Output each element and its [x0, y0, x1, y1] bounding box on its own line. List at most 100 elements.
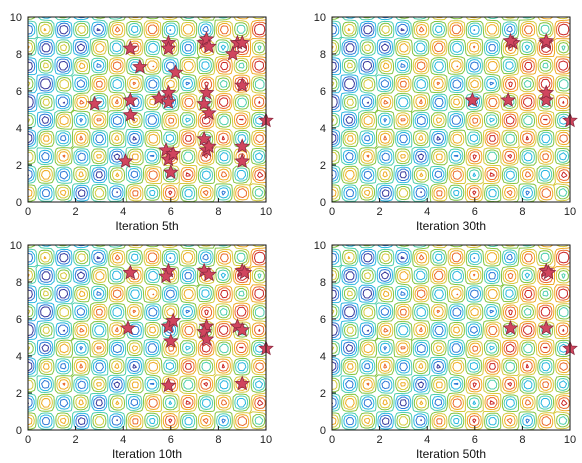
star-marker — [165, 145, 182, 161]
y-tick-label: 4 — [16, 351, 22, 363]
star-marker — [234, 375, 251, 391]
star-marker — [158, 268, 174, 284]
y-axis: 0 2 4 6 8 10 — [314, 240, 336, 437]
marker-series — [120, 262, 274, 393]
contour-line — [28, 245, 264, 430]
contour-line — [332, 245, 570, 430]
star-marker — [224, 45, 241, 61]
contour-line — [332, 17, 530, 200]
contour-line — [332, 253, 441, 426]
y-axis: 0 2 4 6 8 10 — [314, 12, 336, 209]
axes-frame — [331, 16, 571, 203]
y-tick-label: 10 — [314, 240, 326, 252]
star-marker — [538, 91, 555, 107]
star-marker — [538, 32, 555, 48]
contour-line — [28, 17, 264, 202]
y-tick-label: 2 — [320, 160, 326, 172]
contour-line — [332, 17, 570, 202]
contour-line — [332, 245, 570, 430]
contour-line — [366, 249, 570, 427]
x-tick-label: 10 — [260, 206, 272, 218]
star-marker — [120, 319, 136, 335]
y-tick-label: 0 — [16, 197, 22, 209]
star-marker — [500, 91, 516, 107]
axes-frame — [331, 244, 571, 431]
y-tick-label: 6 — [16, 86, 22, 98]
x-tick-label: 0 — [25, 434, 31, 446]
contour-line — [366, 21, 570, 199]
star-marker — [234, 34, 251, 50]
x-tick-label: 4 — [120, 434, 126, 446]
marker-series — [86, 30, 274, 180]
y-tick-label: 8 — [320, 49, 326, 61]
contour-line — [332, 25, 441, 198]
chart-caption: Iteration 10th — [112, 447, 182, 461]
y-tick-label: 8 — [16, 277, 22, 289]
x-tick-label: 8 — [215, 206, 221, 218]
star-marker — [464, 91, 481, 107]
x-tick-label: 2 — [377, 206, 383, 218]
star-marker — [540, 264, 557, 280]
chart-panel: 0 2 4 6 8 10 0 2 4 6 8 10 Iteration 5th — [10, 12, 274, 233]
star-marker — [538, 84, 555, 100]
x-tick-label: 0 — [329, 206, 335, 218]
star-marker — [160, 93, 177, 109]
x-tick-label: 2 — [73, 206, 79, 218]
chart-caption: Iteration 30th — [416, 219, 486, 233]
x-axis: 0 2 4 6 8 10 — [329, 198, 576, 218]
y-tick-label: 0 — [16, 425, 22, 437]
x-tick-label: 2 — [377, 434, 383, 446]
contour-line — [332, 17, 568, 202]
y-tick-label: 0 — [320, 197, 326, 209]
y-tick-label: 6 — [320, 86, 326, 98]
y-axis: 0 2 4 6 8 10 — [10, 12, 32, 209]
star-marker — [122, 40, 139, 56]
contour-line — [332, 245, 530, 428]
x-tick-label: 4 — [424, 206, 430, 218]
star-marker — [198, 331, 215, 347]
x-tick-label: 8 — [215, 434, 221, 446]
chart-panel: 0 2 4 6 8 10 0 2 4 6 8 10 Iteration 50th — [314, 240, 578, 461]
y-tick-label: 4 — [320, 123, 326, 135]
y-tick-label: 10 — [10, 240, 22, 252]
axes-frame — [27, 16, 267, 203]
chart-caption: Iteration 50th — [416, 447, 486, 461]
star-marker — [236, 264, 253, 280]
x-tick-label: 8 — [519, 206, 525, 218]
star-marker — [162, 164, 179, 180]
star-marker — [538, 319, 555, 335]
star-marker — [167, 64, 184, 80]
star-marker — [502, 319, 519, 335]
contour-line — [332, 245, 570, 430]
x-tick-label: 10 — [260, 434, 272, 446]
axes-frame — [27, 244, 267, 431]
x-axis: 0 2 4 6 8 10 — [25, 198, 272, 218]
contour-line — [28, 245, 266, 430]
star-marker — [122, 106, 139, 122]
x-axis: 0 2 4 6 8 10 — [25, 426, 272, 446]
x-tick-label: 2 — [73, 434, 79, 446]
y-tick-label: 10 — [10, 12, 22, 24]
star-marker — [234, 321, 251, 337]
contour-line — [28, 253, 137, 426]
star-marker — [160, 377, 177, 393]
star-marker — [196, 95, 212, 111]
star-marker — [234, 153, 251, 168]
star-marker — [165, 312, 182, 328]
x-axis: 0 2 4 6 8 10 — [329, 426, 576, 446]
x-tick-label: 10 — [564, 434, 576, 446]
star-marker — [502, 32, 519, 48]
y-tick-label: 8 — [320, 277, 326, 289]
x-tick-label: 0 — [25, 206, 31, 218]
star-marker — [201, 104, 217, 120]
y-tick-label: 10 — [314, 12, 326, 24]
star-marker — [234, 77, 251, 93]
x-tick-label: 6 — [472, 434, 478, 446]
contour-field — [332, 245, 570, 430]
star-marker — [201, 266, 217, 282]
star-marker — [234, 138, 251, 154]
chart-panel: 0 2 4 6 8 10 0 2 4 6 8 10 Iteration 10th — [10, 240, 274, 461]
star-marker — [201, 138, 217, 154]
star-marker — [201, 38, 217, 54]
